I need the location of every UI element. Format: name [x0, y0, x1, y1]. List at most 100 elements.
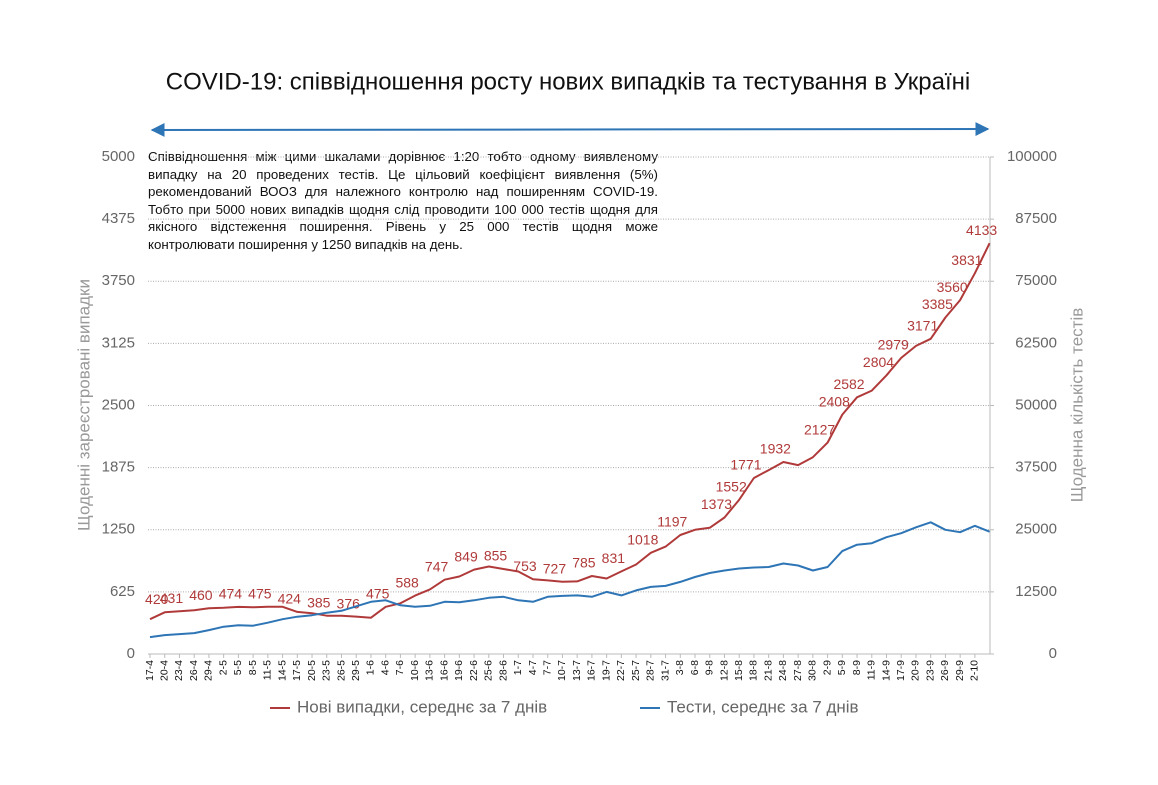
y2-tick-label: 25000: [1015, 521, 1057, 538]
data-label: 831: [602, 550, 626, 566]
x-tick-label: 22-7: [615, 660, 627, 681]
x-tick-label: 2-9: [821, 660, 833, 675]
data-label: 1771: [730, 457, 761, 473]
data-label: 2979: [878, 337, 909, 353]
y2-tick-label: 100000: [1007, 148, 1057, 165]
legend-label: Нові випадки, середнє за 7 днів: [297, 697, 547, 716]
ratio-arrow: [150, 122, 990, 137]
data-label: 785: [572, 555, 596, 571]
data-label: 475: [248, 585, 272, 601]
y-tick-label: 1875: [102, 459, 135, 476]
series-line: [149, 242, 991, 621]
x-tick-label: 26-5: [335, 660, 347, 681]
data-label: 424: [278, 591, 302, 607]
y-tick-label: 3750: [102, 272, 135, 289]
x-tick-label: 10-6: [409, 660, 421, 681]
x-tick-label: 14-5: [276, 660, 288, 681]
x-tick-label: 12-8: [718, 660, 730, 681]
data-label: 753: [513, 558, 537, 574]
x-tick-label: 29-4: [203, 660, 215, 681]
data-label: 3831: [951, 252, 982, 268]
data-label: 849: [454, 548, 478, 564]
x-tick-label: 8-5: [247, 660, 259, 675]
data-label: 420: [145, 591, 169, 607]
data-label: 474: [219, 586, 243, 602]
data-label: 1018: [627, 532, 658, 548]
x-tick-label: 18-8: [748, 660, 760, 681]
x-tick-label: 10-7: [556, 660, 568, 681]
data-label: 1373: [701, 496, 732, 512]
data-label: 588: [395, 574, 419, 590]
y-tick-label: 3125: [102, 334, 135, 351]
y2-tick-label: 50000: [1015, 396, 1057, 413]
x-tick-label: 21-8: [762, 660, 774, 681]
x-tick-label: 17-5: [291, 660, 303, 681]
x-tick-label: 28-6: [497, 660, 509, 681]
x-tick-label: 1-7: [512, 660, 524, 675]
x-tick-label: 20-4: [159, 660, 171, 681]
data-label: 727: [543, 560, 567, 576]
data-label: 3385: [922, 296, 953, 312]
x-tick-label: 5-9: [836, 660, 848, 675]
data-label: 2804: [863, 354, 894, 370]
x-tick-label: 13-7: [571, 660, 583, 681]
x-tick-label: 23-5: [321, 660, 333, 681]
x-tick-label: 24-8: [777, 660, 789, 681]
data-label: 385: [307, 594, 331, 610]
data-label: 3560: [937, 279, 968, 295]
y-tick-label: 0: [127, 645, 135, 662]
data-label: 475: [366, 585, 390, 601]
y2-tick-label: 12500: [1015, 583, 1057, 600]
series-line: [149, 521, 990, 639]
data-label: 460: [189, 587, 213, 603]
x-tick-label: 29-5: [350, 660, 362, 681]
y2-tick-label: 75000: [1015, 272, 1057, 289]
y2-tick-label: 0: [1049, 645, 1057, 662]
y-axis-title: Щоденні зареєстровані випадки: [74, 279, 93, 531]
x-tick-label: 31-7: [659, 660, 671, 681]
data-label: 855: [484, 548, 508, 564]
x-tick-label: 25-7: [630, 660, 642, 681]
x-tick-label: 25-6: [483, 660, 495, 681]
x-tick-label: 22-6: [468, 660, 480, 681]
x-tick-label: 23-9: [924, 660, 936, 681]
x-tick-label: 4-6: [379, 660, 391, 675]
y-tick-label: 2500: [102, 396, 135, 413]
x-tick-label: 26-4: [188, 660, 200, 681]
x-tick-label: 27-8: [792, 660, 804, 681]
x-tick-label: 30-8: [807, 660, 819, 681]
x-tick-label: 15-8: [733, 660, 745, 681]
data-label: 2408: [819, 393, 850, 409]
x-tick-label: 11-9: [866, 660, 878, 680]
x-tick-label: 29-9: [954, 660, 966, 681]
annotation-box: Співвідношення між цими шкалами дорівнює…: [148, 149, 658, 252]
x-tick-label: 17-4: [144, 660, 156, 681]
x-tick-label: 13-6: [424, 660, 436, 681]
y2-axis-title: Щоденна кількість тестів: [1067, 308, 1086, 503]
x-tick-label: 3-8: [674, 660, 686, 675]
data-label: 1552: [716, 478, 747, 494]
x-tick-label: 8-9: [851, 660, 863, 675]
data-label: 2127: [804, 421, 835, 437]
x-tick-label: 17-9: [895, 660, 907, 681]
x-tick-label: 2-10: [969, 660, 981, 681]
x-tick-label: 9-8: [704, 660, 716, 675]
x-tick-label: 23-4: [173, 660, 185, 681]
data-label: 747: [425, 558, 449, 574]
x-tick-label: 6-8: [689, 660, 701, 675]
x-tick-label: 19-7: [600, 660, 612, 681]
x-tick-label: 26-9: [939, 660, 951, 681]
y2-tick-label: 62500: [1015, 334, 1057, 351]
annotation: Співвідношення між цими шкалами дорівнює…: [148, 149, 658, 252]
chart-title: COVID-19: співвідношення росту нових вип…: [166, 68, 970, 95]
x-tick-label: 20-9: [910, 660, 922, 681]
x-tick-label: 7-7: [541, 660, 553, 675]
y-tick-label: 5000: [102, 148, 135, 165]
x-tick-label: 11-5: [262, 660, 274, 680]
y2-tick-label: 87500: [1015, 210, 1057, 227]
x-tick-label: 4-7: [527, 660, 539, 675]
x-tick-label: 28-7: [645, 660, 657, 681]
x-tick-label: 5-5: [232, 660, 244, 675]
x-tick-label: 20-5: [306, 660, 318, 681]
data-label: 3171: [907, 318, 938, 334]
